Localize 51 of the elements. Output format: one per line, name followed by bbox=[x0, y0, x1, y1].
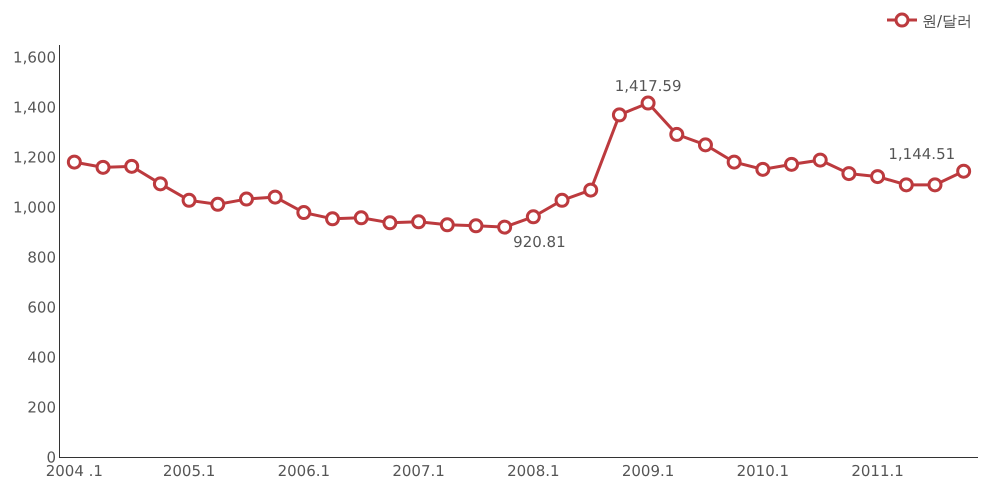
legend-label: 원/달러 bbox=[922, 12, 972, 30]
point bbox=[440, 217, 455, 232]
y-tick-label: 200 bbox=[27, 398, 56, 416]
point bbox=[669, 126, 684, 142]
point bbox=[898, 177, 914, 192]
x-tick-label: 2005.1 bbox=[162, 462, 216, 480]
point bbox=[784, 156, 800, 172]
point bbox=[497, 220, 512, 235]
point bbox=[554, 192, 570, 208]
point bbox=[354, 210, 369, 226]
data-label: 920.81 bbox=[513, 232, 566, 251]
x-tick-label: 2010.1 bbox=[736, 462, 790, 480]
point bbox=[296, 205, 312, 220]
point bbox=[726, 154, 742, 170]
y-tick-label: 1,200 bbox=[13, 148, 56, 167]
point bbox=[66, 154, 82, 170]
point bbox=[182, 192, 197, 208]
data-label: 1,144.51 bbox=[888, 144, 956, 163]
point bbox=[956, 164, 972, 179]
point bbox=[698, 137, 713, 152]
y-tick-label: 1,400 bbox=[13, 98, 56, 117]
x-tick-label: 2011.1 bbox=[851, 462, 904, 480]
point bbox=[468, 218, 484, 234]
point bbox=[268, 190, 283, 205]
point bbox=[238, 192, 254, 207]
point bbox=[927, 177, 942, 192]
point bbox=[870, 169, 886, 184]
point bbox=[210, 196, 226, 212]
point bbox=[124, 158, 140, 174]
point bbox=[612, 107, 627, 122]
y-tick-label: 400 bbox=[27, 348, 56, 366]
y-tick-label: 600 bbox=[27, 298, 56, 316]
x-tick-label: 2009.1 bbox=[622, 462, 674, 480]
point bbox=[96, 160, 111, 175]
point bbox=[812, 152, 828, 168]
y-tick-label: 800 bbox=[27, 248, 56, 266]
point bbox=[583, 182, 598, 198]
x-tick-label: 2007.1 bbox=[392, 462, 445, 480]
point bbox=[755, 162, 770, 177]
y-tick-label: 1,000 bbox=[13, 198, 56, 217]
x-tick-label: 2006.1 bbox=[278, 462, 330, 480]
point bbox=[325, 211, 340, 226]
point bbox=[411, 214, 426, 230]
point bbox=[640, 96, 656, 111]
data-label: 1,417.59 bbox=[614, 76, 682, 95]
point bbox=[841, 166, 856, 182]
point bbox=[152, 176, 168, 192]
y-tick-label: 1,600 bbox=[13, 48, 56, 67]
x-tick-label: 2008.1 bbox=[507, 462, 560, 480]
point bbox=[382, 215, 398, 230]
point bbox=[526, 209, 541, 224]
